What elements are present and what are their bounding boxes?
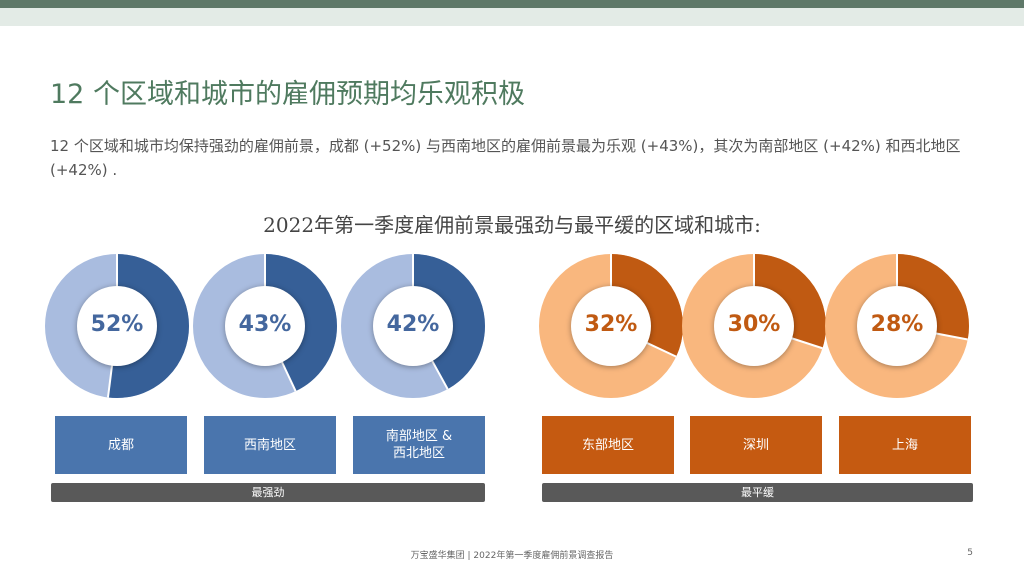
donut-separator [644, 341, 677, 358]
chart-title: 2022年第一季度雇佣前景最强劲与最平缓的区域和城市: [263, 213, 761, 237]
donut-value-label: 43% [238, 312, 292, 337]
group-label-weakest: 最平缓 [542, 483, 973, 502]
group-label-strongest: 最强劲 [51, 483, 485, 502]
footer-text: 万宝盛华集团 | 2022年第一季度雇佣前景调查报告 [410, 551, 614, 561]
slide-body-text: 12 个区域和城市均保持强劲的雇佣前景，成都 (+52%) 与西南地区的雇佣前景… [50, 137, 961, 179]
donut-chart-east [539, 254, 683, 398]
donut-value-label: 30% [727, 312, 781, 337]
donut-value-label: 52% [90, 312, 144, 337]
donut-separator [934, 332, 968, 341]
donut-chart-southwest [193, 254, 337, 398]
donut-chart-shenzhen [682, 254, 826, 398]
donut-center-hole [373, 286, 453, 366]
donut-center-hole [571, 286, 651, 366]
donut-center-hole [714, 286, 794, 366]
donut-center-hole [857, 286, 937, 366]
header-band-light [0, 8, 1024, 26]
donut-chart-chengdu [45, 254, 189, 398]
region-box-chengdu: 成都 [55, 416, 187, 474]
header-band-dark [0, 0, 1024, 8]
region-box-shenzhen: 深圳 [690, 416, 822, 474]
donut-value-label: 28% [870, 312, 924, 337]
page-number: 5 [967, 548, 973, 558]
region-box-south-northwest: 南部地区 & 西北地区 [353, 416, 485, 474]
region-box-shanghai: 上海 [839, 416, 971, 474]
donut-separator [106, 363, 114, 398]
donut-separator [430, 358, 449, 390]
donut-value-label: 42% [386, 312, 440, 337]
slide-title: 12 个区域和城市的雇佣预期均乐观积极 [50, 79, 525, 110]
donut-chart-south-northwest [341, 254, 485, 398]
donut-center-hole [77, 286, 157, 366]
donut-center-hole [225, 286, 305, 366]
donut-chart-shanghai [825, 254, 969, 398]
region-box-east: 东部地区 [542, 416, 674, 474]
region-box-southwest: 西南地区 [204, 416, 336, 474]
donut-separator [789, 336, 823, 350]
donut-separator [280, 359, 297, 392]
donut-value-label: 32% [584, 312, 638, 337]
